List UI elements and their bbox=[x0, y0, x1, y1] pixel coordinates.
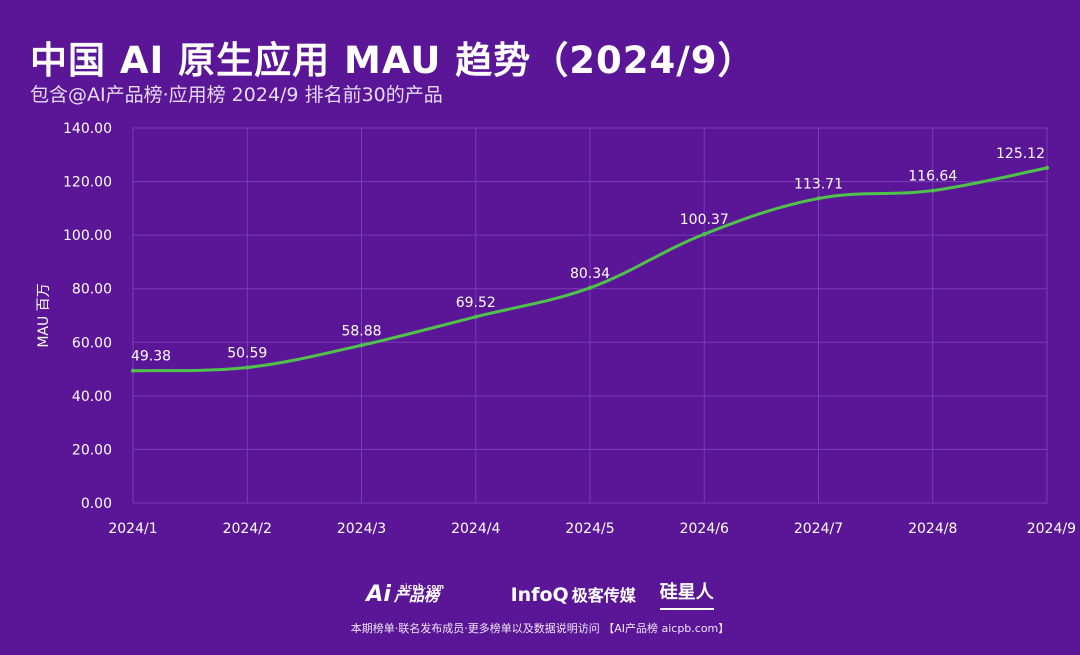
x-tick-label: 2024/8 bbox=[908, 521, 957, 537]
data-label: 80.34 bbox=[570, 266, 610, 282]
y-tick-label: 80.00 bbox=[72, 282, 112, 298]
x-tick-label: 2024/5 bbox=[565, 521, 614, 537]
y-tick-label: 40.00 bbox=[72, 389, 112, 405]
aicpb-logo-text: 产品榜 bbox=[393, 586, 439, 605]
data-label: 69.52 bbox=[456, 295, 496, 311]
infoq-logo: InfoQ 极客传媒 bbox=[511, 582, 636, 606]
aicpb-logo-mark: Ai bbox=[366, 581, 391, 607]
data-label: 125.12 bbox=[996, 146, 1045, 162]
x-tick-label: 2024/3 bbox=[337, 521, 386, 537]
chart-subtitle: 包含@AI产品榜·应用榜 2024/9 排名前30的产品 bbox=[30, 84, 443, 106]
data-label: 116.64 bbox=[908, 169, 957, 185]
x-tick-label: 2024/6 bbox=[680, 521, 729, 537]
guixingren-logo-text: 硅星人 bbox=[659, 578, 714, 610]
data-point bbox=[245, 365, 250, 370]
data-label: 100.37 bbox=[680, 212, 729, 228]
data-label: 49.38 bbox=[131, 349, 171, 365]
data-point bbox=[702, 232, 707, 237]
data-point bbox=[359, 343, 364, 348]
y-tick-label: 140.00 bbox=[63, 121, 112, 137]
guixingren-logo: 硅星人 bbox=[659, 578, 714, 610]
data-point bbox=[930, 188, 935, 193]
geek-media-logo-text: 极客传媒 bbox=[571, 586, 636, 605]
x-tick-label: 2024/9 bbox=[1027, 521, 1076, 537]
x-tick-label: 2024/7 bbox=[794, 521, 843, 537]
data-point bbox=[131, 368, 135, 373]
x-tick-label: 2024/4 bbox=[451, 521, 500, 537]
y-tick-label: 120.00 bbox=[63, 175, 112, 191]
y-tick-label: 60.00 bbox=[72, 335, 112, 351]
data-point bbox=[473, 314, 478, 319]
chart-title: 中国 AI 原生应用 MAU 趋势（2024/9） bbox=[30, 39, 756, 82]
infoq-logo-text: InfoQ bbox=[510, 584, 569, 606]
data-point bbox=[816, 196, 821, 201]
x-tick-label: 2024/1 bbox=[108, 521, 157, 537]
data-point bbox=[588, 285, 592, 290]
aicpb-logo-domain: aicpb.com bbox=[399, 582, 445, 591]
data-label: 113.71 bbox=[794, 176, 843, 192]
data-label: 58.88 bbox=[341, 323, 381, 339]
x-tick-label: 2024/2 bbox=[223, 521, 272, 537]
y-axis-label: MAU 百万 bbox=[36, 283, 52, 347]
data-point bbox=[1045, 165, 1049, 170]
aicpb-logo: Ai 产品榜 aicpb.com bbox=[366, 582, 486, 607]
mau-trend-chart: 0.00 20.00 40.00 60.00 80.00 100.00 120.00 140.… bbox=[36, 121, 1076, 537]
data-label: 50.59 bbox=[227, 345, 267, 361]
footer-logos: Ai 产品榜 aicpb.com InfoQ 极客传媒 硅星人 bbox=[0, 578, 1080, 610]
y-tick-label: 100.00 bbox=[63, 228, 112, 244]
y-tick-label: 20.00 bbox=[72, 442, 112, 458]
footer-note: 本期榜单·联名发布成员·更多榜单以及数据说明访问 【AI产品榜 aicpb.co… bbox=[350, 622, 730, 635]
y-tick-label: 0.00 bbox=[81, 496, 112, 512]
